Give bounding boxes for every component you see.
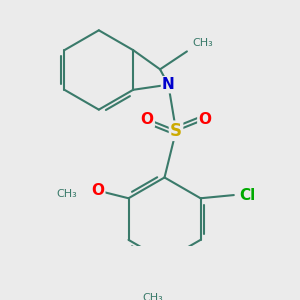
Text: N: N <box>162 77 175 92</box>
Text: Cl: Cl <box>239 188 255 202</box>
Text: CH₃: CH₃ <box>192 38 213 48</box>
Text: CH₃: CH₃ <box>142 292 164 300</box>
Text: CH₃: CH₃ <box>57 189 77 199</box>
Text: S: S <box>170 122 182 140</box>
Text: O: O <box>141 112 154 127</box>
Text: O: O <box>91 183 104 198</box>
Text: O: O <box>198 112 211 127</box>
